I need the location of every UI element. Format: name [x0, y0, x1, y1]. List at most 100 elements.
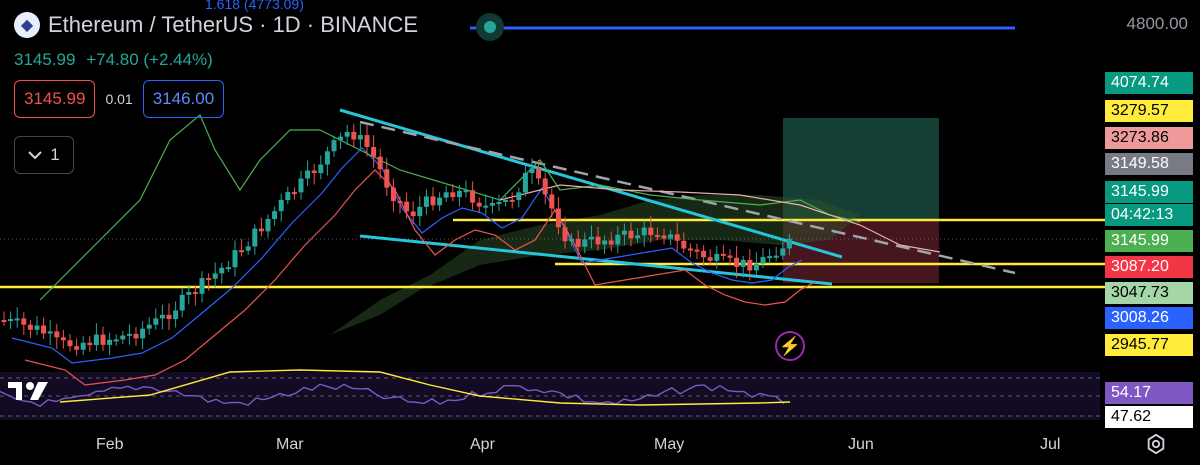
candle-body [384, 169, 390, 188]
candle-body [641, 227, 647, 236]
price-badge: 3145.99 [1105, 230, 1193, 252]
candle-body [232, 250, 238, 268]
candle-body [463, 190, 469, 193]
candle-body [654, 235, 660, 238]
candle-body [311, 170, 317, 174]
candle-body [258, 228, 264, 232]
candle-body [390, 187, 396, 202]
candle-body [681, 240, 687, 249]
candle-body [166, 314, 172, 320]
candle-body [562, 227, 568, 242]
candle-body [608, 240, 614, 245]
candle-body [186, 292, 192, 295]
indicators-toggle-button[interactable]: 1 [14, 136, 74, 174]
candle-body [133, 333, 139, 339]
candle-body [674, 234, 680, 241]
candle-body [146, 324, 152, 329]
symbol-title[interactable]: Ethereum / TetherUS · 1D · BINANCE [48, 12, 419, 37]
candle-body [140, 328, 146, 339]
candle-body [727, 255, 733, 258]
chevron-down-icon [28, 151, 42, 160]
candle-body [126, 333, 132, 336]
candle-body [100, 334, 106, 345]
time-axis-label: Apr [470, 436, 495, 453]
candle-body [555, 208, 561, 228]
candle-body [8, 319, 14, 322]
candle-body [437, 197, 443, 206]
candle-body [298, 178, 304, 193]
candle-body [291, 192, 297, 195]
price-badge: 3279.57 [1105, 100, 1193, 122]
candle-body [648, 227, 654, 236]
time-axis-label: Jul [1040, 436, 1061, 453]
candle-body [602, 240, 608, 245]
price-badge: 3145.99 [1105, 181, 1193, 203]
candle-body [509, 199, 515, 202]
candle-body [707, 257, 713, 261]
candle-body [206, 278, 212, 281]
candle-body [179, 294, 185, 311]
candle-body [529, 168, 535, 174]
candle-body [740, 259, 746, 267]
candle-body [503, 199, 509, 203]
candle-body [272, 211, 278, 219]
candle-body [404, 201, 410, 212]
price-badge: 2945.77 [1105, 334, 1193, 356]
time-axis-label: Jun [848, 436, 874, 453]
spread-value: 0.01 [105, 91, 133, 107]
candle-body [760, 256, 766, 264]
candle-body [714, 253, 720, 261]
candle-body [450, 192, 456, 198]
candle-body [549, 194, 555, 209]
candle-body [595, 236, 601, 245]
ethereum-logo-icon: ◆ [14, 12, 40, 38]
lagging-span [39, 114, 861, 301]
projection-line[interactable] [359, 120, 1016, 275]
price-badge: 3047.73 [1105, 282, 1193, 304]
candle-body [153, 318, 159, 325]
time-axis-label: Mar [276, 436, 304, 453]
tradingview-logo [8, 378, 56, 409]
candle-body [470, 190, 476, 203]
time-axis-label: May [654, 436, 685, 453]
candle-body [786, 238, 792, 249]
candle-body [351, 131, 357, 140]
candle-body [687, 248, 693, 251]
candle-body [318, 164, 324, 174]
candle-body [219, 267, 225, 274]
price-change: +74.80 (+2.44%) [86, 50, 213, 69]
candle-body [668, 234, 674, 239]
candle-body [456, 190, 462, 198]
candle-body [575, 238, 581, 247]
candle-body [113, 339, 119, 342]
quote-line: 3145.99 +74.80 (+2.44%) [14, 50, 213, 70]
trade-panel: 3145.99 0.01 3146.00 [14, 80, 225, 118]
lightning-icon[interactable]: ⚡ [775, 331, 805, 361]
candle-body [377, 156, 383, 170]
price-axis-top-label: 4800.00 [1126, 14, 1188, 33]
candle-body [74, 346, 80, 350]
candle-body [542, 178, 548, 195]
buy-button[interactable]: 3146.00 [142, 80, 225, 118]
lower-trendline[interactable] [359, 234, 833, 286]
price-badge: 3273.86 [1105, 127, 1193, 149]
time-axis-label: Feb [96, 436, 124, 453]
upper-trendline[interactable] [339, 108, 843, 259]
candle-body [443, 192, 449, 198]
candle-body [694, 249, 700, 252]
indicators-count: 1 [50, 145, 60, 164]
price-badge: 54.17 [1105, 382, 1193, 404]
candle-body [430, 196, 436, 206]
sell-button[interactable]: 3145.99 [14, 80, 96, 118]
conversion-line [11, 147, 803, 364]
candle-body [47, 331, 53, 334]
fib-handle[interactable] [484, 21, 496, 33]
candle-body [120, 335, 126, 340]
candle-body [34, 325, 40, 330]
candle-body [489, 202, 495, 206]
candle-body [410, 211, 416, 217]
price-badge: 3087.20 [1105, 256, 1193, 278]
gear-icon[interactable] [1145, 433, 1167, 455]
candle-body [628, 230, 634, 239]
